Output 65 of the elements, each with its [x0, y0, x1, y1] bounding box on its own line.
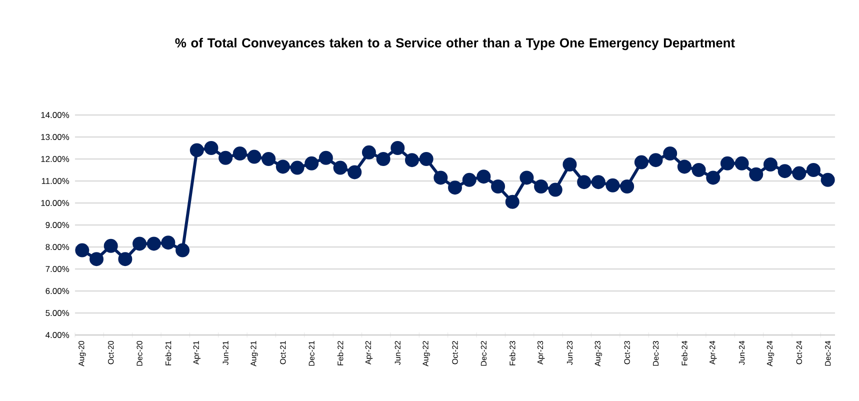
y-tick-label: 4.00% — [46, 332, 70, 338]
y-tick-label: 9.00% — [46, 222, 70, 228]
point — [362, 145, 376, 160]
point — [318, 150, 333, 165]
y-tick-label: 6.00% — [46, 288, 70, 294]
point — [476, 170, 491, 184]
point — [462, 172, 476, 187]
point — [276, 160, 290, 174]
point — [606, 178, 620, 192]
point — [820, 172, 835, 187]
point — [634, 155, 648, 170]
point — [376, 152, 390, 166]
point — [663, 146, 678, 160]
y-tick-label: 8.00% — [46, 244, 70, 250]
point — [333, 160, 348, 175]
point — [534, 179, 548, 194]
point — [778, 164, 792, 178]
point — [304, 156, 319, 170]
y-tick-label: 11.00% — [42, 178, 70, 184]
point — [720, 156, 734, 170]
point — [749, 167, 764, 182]
point — [204, 140, 218, 155]
point — [290, 160, 304, 175]
point — [448, 180, 462, 195]
point — [763, 157, 778, 172]
point — [247, 150, 262, 164]
point — [792, 166, 806, 180]
point — [218, 150, 233, 165]
point — [692, 162, 706, 177]
point — [806, 162, 820, 177]
point — [390, 140, 405, 155]
point — [734, 156, 749, 170]
point — [520, 170, 534, 185]
point — [548, 182, 562, 197]
point — [419, 152, 434, 166]
y-tick-label: 14.00% — [41, 112, 70, 118]
y-tick-label: 10.00% — [41, 200, 70, 206]
point — [190, 143, 204, 158]
point — [562, 157, 577, 172]
point — [132, 236, 147, 251]
point — [434, 170, 448, 185]
point — [348, 165, 362, 180]
point — [591, 175, 606, 190]
point — [706, 170, 720, 185]
y-tick-label: 12.00% — [41, 156, 70, 162]
point — [118, 252, 132, 266]
y-tick-label: 5.00% — [46, 310, 70, 316]
point — [232, 146, 247, 160]
point — [677, 160, 692, 174]
point — [404, 153, 419, 168]
y-tick-label: 7.00% — [46, 266, 70, 272]
y-tick-label: 13.00% — [41, 134, 70, 140]
point — [491, 179, 506, 194]
point — [146, 236, 161, 251]
point — [505, 194, 520, 209]
point — [161, 236, 176, 250]
point — [620, 179, 634, 194]
point — [75, 243, 90, 258]
point — [176, 243, 190, 258]
point — [262, 152, 276, 166]
chart-title: % of Total Conveyances taken to a Service other than a Type One Emergency Department — [175, 38, 735, 50]
point — [577, 175, 592, 190]
point — [104, 238, 118, 253]
point — [90, 252, 104, 266]
point — [648, 153, 663, 168]
